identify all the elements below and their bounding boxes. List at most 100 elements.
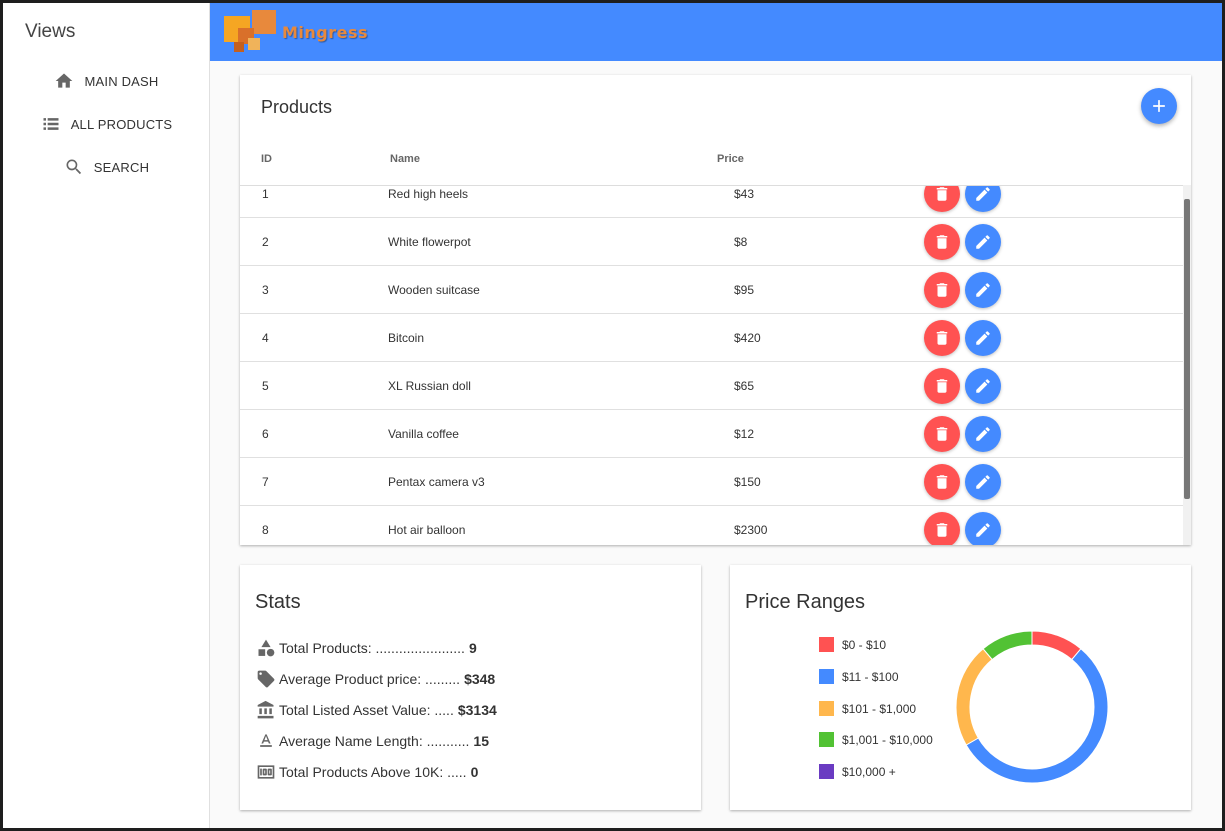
stat-products-above-10k: Total Products Above 10K: ..... 0 [256, 762, 478, 782]
row-price: $95 [734, 282, 755, 297]
scrollbar-thumb[interactable] [1184, 199, 1190, 499]
row-price: $43 [734, 186, 755, 201]
price-ranges-title: Price Ranges [745, 591, 866, 613]
trash-icon [936, 378, 948, 393]
row-name: Bitcoin [388, 330, 425, 345]
money-icon [257, 765, 275, 779]
stat-label: Average Name Length: ........... [279, 733, 470, 749]
row-price: $150 [734, 474, 761, 489]
brand-name: Mingress [282, 23, 369, 42]
table-row[interactable]: 3 Wooden suitcase $95 [240, 266, 1184, 314]
trash-icon [936, 426, 948, 441]
top-app-bar: Mingress [210, 3, 1222, 61]
row-id: 7 [262, 474, 269, 489]
products-title: Products [261, 97, 333, 117]
pencil-icon [976, 474, 990, 489]
sidebar-item-label: MAIN DASH [84, 73, 159, 89]
row-price: $2300 [734, 522, 768, 537]
row-name: White flowerpot [388, 234, 471, 249]
table-row[interactable]: 7 Pentax camera v3 $150 [240, 458, 1184, 506]
stat-value: 9 [468, 640, 477, 656]
table-row[interactable]: 6 Vanilla coffee $12 [240, 410, 1184, 458]
legend-label: $10,000 + [842, 764, 896, 779]
delete-button[interactable] [924, 271, 960, 308]
sidebar-item-main-dash[interactable]: MAIN DASH [3, 64, 210, 98]
stat-value: 0 [470, 764, 479, 780]
row-name: XL Russian doll [388, 378, 471, 393]
delete-button[interactable] [924, 415, 960, 452]
row-name: Vanilla coffee [388, 426, 459, 441]
row-id: 4 [262, 330, 269, 345]
pencil-icon [976, 330, 990, 345]
add-product-button[interactable] [1141, 88, 1177, 124]
delete-button[interactable] [924, 463, 960, 500]
delete-button[interactable] [924, 186, 960, 212]
table-scrollbar[interactable] [1183, 185, 1191, 545]
stat-label: Total Products: ....................... [279, 640, 465, 656]
delete-button[interactable] [924, 511, 960, 545]
delete-button[interactable] [924, 223, 960, 260]
row-id: 6 [262, 426, 269, 441]
legend-swatch [819, 732, 834, 747]
legend-item[interactable]: $101 - $1,000 [819, 701, 916, 716]
row-id: 8 [262, 522, 269, 537]
edit-button[interactable] [965, 223, 1001, 260]
sidebar: Views MAIN DASH ALL PRODUCTS SEARCH [3, 3, 210, 828]
legend-swatch [819, 764, 834, 779]
table-row[interactable]: 4 Bitcoin $420 [240, 314, 1184, 362]
row-name: Pentax camera v3 [388, 474, 485, 489]
trash-icon [936, 282, 948, 297]
sidebar-item-label: SEARCH [93, 159, 150, 175]
legend-label: $11 - $100 [842, 669, 899, 684]
edit-button[interactable] [965, 186, 1001, 212]
products-card: Products ID Name Price 1 Red high heels … [240, 75, 1191, 545]
delete-button[interactable] [924, 319, 960, 356]
row-id: 1 [262, 186, 269, 201]
sidebar-item-all-products[interactable]: ALL PRODUCTS [3, 107, 210, 141]
table-row[interactable]: 8 Hot air balloon $2300 [240, 506, 1184, 545]
legend-item[interactable]: $0 - $10 [819, 637, 886, 652]
pencil-icon [976, 282, 990, 297]
text-format-icon [260, 734, 272, 747]
legend-item[interactable]: $11 - $100 [819, 669, 899, 684]
edit-button[interactable] [965, 319, 1001, 356]
row-id: 3 [262, 282, 269, 297]
legend-label: $1,001 - $10,000 [842, 732, 933, 747]
delete-button[interactable] [924, 367, 960, 404]
price-ranges-donut-chart[interactable] [952, 627, 1112, 787]
edit-button[interactable] [965, 367, 1001, 404]
donut-slice-3[interactable] [982, 630, 1033, 661]
price-ranges-card: Price Ranges $0 - $10 $11 - $100 $101 - … [730, 565, 1191, 810]
sidebar-item-label: ALL PRODUCTS [70, 116, 173, 132]
sidebar-title: Views [25, 21, 76, 42]
stat-total-asset-value: Total Listed Asset Value: ..... $3134 [256, 700, 497, 720]
edit-button[interactable] [965, 511, 1001, 545]
column-header-price[interactable]: Price [717, 153, 744, 165]
home-icon [56, 73, 73, 88]
donut-slice-0[interactable] [1031, 630, 1082, 661]
table-row[interactable]: 2 White flowerpot $8 [240, 218, 1184, 266]
table-row[interactable]: 5 XL Russian doll $65 [240, 362, 1184, 410]
pencil-icon [976, 234, 990, 249]
legend-item[interactable]: $1,001 - $10,000 [819, 732, 933, 747]
search-icon [66, 159, 81, 175]
row-price: $8 [734, 234, 748, 249]
stat-label: Average Product price: ......... [279, 671, 461, 687]
sidebar-item-search[interactable]: SEARCH [3, 150, 210, 184]
row-price: $420 [734, 330, 761, 345]
stat-total-products: Total Products: ....................... … [256, 638, 477, 658]
legend-item[interactable]: $10,000 + [819, 764, 896, 779]
list-icon [43, 118, 59, 130]
column-header-name[interactable]: Name [390, 153, 420, 165]
column-header-id[interactable]: ID [261, 153, 272, 165]
edit-button[interactable] [965, 271, 1001, 308]
logo[interactable] [224, 8, 280, 56]
edit-button[interactable] [965, 463, 1001, 500]
legend-swatch [819, 701, 834, 716]
edit-button[interactable] [965, 415, 1001, 452]
table-row[interactable]: 1 Red high heels $43 [240, 186, 1184, 218]
legend-label: $0 - $10 [842, 637, 887, 652]
donut-slice-2[interactable] [955, 648, 993, 746]
row-id: 5 [262, 378, 269, 393]
donut-slice-1[interactable] [965, 648, 1109, 784]
